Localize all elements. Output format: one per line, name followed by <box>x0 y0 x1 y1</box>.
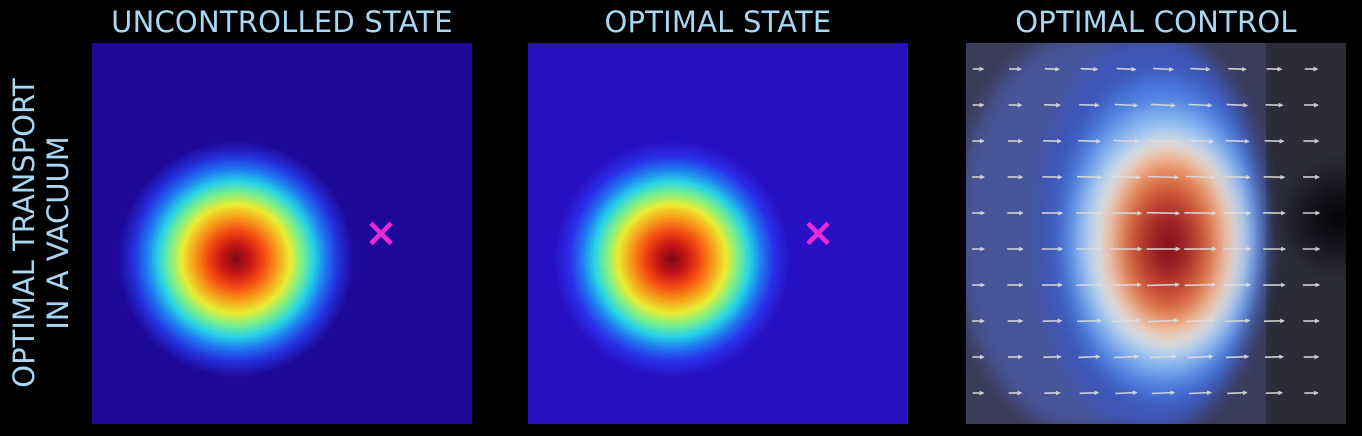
control-vector-field <box>971 66 1321 396</box>
vector-arrow <box>1185 174 1216 180</box>
vector-arrow <box>1224 318 1251 324</box>
optimal-control-panel <box>966 43 1346 424</box>
vector-arrow <box>1149 139 1178 144</box>
vector-arrow <box>1224 174 1251 180</box>
vector-arrow <box>1076 174 1103 180</box>
gaussian-density-blob <box>554 141 790 377</box>
vector-arrow <box>1078 354 1101 360</box>
vector-arrow <box>1113 138 1140 144</box>
vector-arrow <box>1186 139 1215 144</box>
vector-arrow <box>1111 174 1142 180</box>
panel-title-optimal-state: OPTIMAL STATE <box>604 5 832 39</box>
vector-arrow <box>1112 318 1141 324</box>
vector-arrow <box>1077 318 1102 324</box>
vector-arrow <box>1226 102 1249 108</box>
vector-arrow <box>1225 138 1250 144</box>
vector-arrow <box>1079 390 1100 396</box>
vector-arrow <box>1227 390 1248 396</box>
vector-arrow <box>1189 390 1212 396</box>
vector-arrow <box>1190 66 1211 72</box>
vector-arrow <box>1080 66 1099 72</box>
vector-arrow <box>1111 282 1142 288</box>
vector-arrow <box>1146 210 1181 216</box>
vector-arrow <box>1151 103 1176 108</box>
panel-title-uncontrolled: UNCONTROLLED STATE <box>111 5 453 39</box>
vector-arrow <box>1151 390 1176 396</box>
vector-arrow <box>1149 354 1178 359</box>
gaussian-density-blob <box>118 141 354 377</box>
target-marker: × <box>364 210 398 256</box>
vector-arrow <box>1116 66 1137 72</box>
vector-arrow <box>1146 282 1180 288</box>
vector-arrow <box>1152 66 1174 72</box>
target-marker: × <box>801 210 835 256</box>
vector-arrow <box>1115 390 1138 396</box>
vector-arrow <box>1147 174 1180 180</box>
vector-arrow <box>1184 282 1217 288</box>
vector-arrow <box>1113 354 1140 360</box>
vector-arrow <box>1187 354 1214 359</box>
vector-arrow <box>1077 138 1101 144</box>
row-label-line2: IN A VACUUM <box>41 136 75 330</box>
row-label: OPTIMAL TRANSPORT IN A VACUUM <box>2 62 78 404</box>
vector-arrow <box>1079 102 1100 108</box>
vector-arrow <box>1114 102 1139 108</box>
panel-title-optimal-control: OPTIMAL CONTROL <box>1015 5 1297 39</box>
vector-arrow <box>1148 318 1179 323</box>
vector-arrow <box>1228 66 1247 72</box>
row-label-line1: OPTIMAL TRANSPORT <box>7 78 41 388</box>
vector-arrow <box>1225 354 1250 360</box>
optimal-state-panel: × <box>528 43 908 424</box>
dark-region <box>1256 143 1346 293</box>
vector-arrow <box>1188 102 1213 108</box>
vector-arrow <box>1185 318 1216 324</box>
uncontrolled-state-panel: × <box>92 43 472 424</box>
